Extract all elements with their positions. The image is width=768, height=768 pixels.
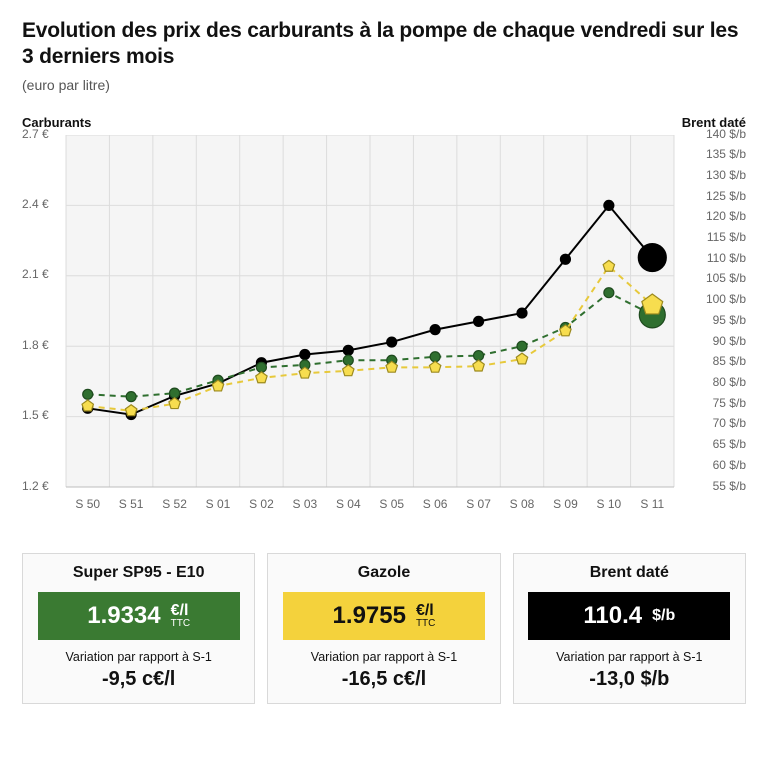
summary-card: Gazole 1.9755 €/lTTC Variation par rapport … xyxy=(267,553,500,704)
y-left-tick: 2.4 € xyxy=(22,197,49,211)
page-subtitle: (euro par litre) xyxy=(22,77,746,93)
price-value: 1.9755 xyxy=(333,602,406,630)
variation-label: Variation par rapport à S-1 xyxy=(29,650,248,664)
y-right-tick: 100 $/b xyxy=(706,292,746,306)
price-unit: €/lTTC xyxy=(416,603,435,629)
card-title: Gazole xyxy=(274,564,493,582)
x-tick: S 52 xyxy=(162,497,187,511)
chart-area: Carburants Brent daté 1.2 €1.5 €1.8 €2.1… xyxy=(22,115,746,545)
x-tick: S 03 xyxy=(293,497,318,511)
price-unit: €/lTTC xyxy=(171,603,190,629)
summary-cards: Super SP95 - E10 1.9334 €/lTTC Variation pa… xyxy=(22,553,746,704)
y-right-tick: 85 $/b xyxy=(713,354,746,368)
price-unit: $/b xyxy=(652,608,675,624)
summary-card: Brent daté 110.4 $/b Variation par rapport … xyxy=(513,553,746,704)
y-right-tick: 95 $/b xyxy=(713,313,746,327)
y-right-tick: 105 $/b xyxy=(706,271,746,285)
y-left-tick: 2.7 € xyxy=(22,127,49,141)
chart-svg xyxy=(22,135,746,541)
y-right-tick: 55 $/b xyxy=(713,479,746,493)
y-right-tick: 120 $/b xyxy=(706,209,746,223)
y-left-tick: 1.8 € xyxy=(22,338,49,352)
price-box: 1.9334 €/lTTC xyxy=(38,592,240,640)
x-tick: S 50 xyxy=(75,497,100,511)
x-tick: S 09 xyxy=(553,497,578,511)
price-box: 110.4 $/b xyxy=(528,592,730,640)
card-title: Brent daté xyxy=(520,564,739,582)
variation-value: -9,5 c€/l xyxy=(29,668,248,691)
price-value: 1.9334 xyxy=(87,602,160,630)
x-tick: S 05 xyxy=(379,497,404,511)
variation-value: -16,5 c€/l xyxy=(274,668,493,691)
y-right-tick: 75 $/b xyxy=(713,396,746,410)
y-left-tick: 1.2 € xyxy=(22,479,49,493)
y-right-tick: 115 $/b xyxy=(707,230,746,244)
y-right-tick: 110 $/b xyxy=(707,251,746,265)
y-right-tick: 130 $/b xyxy=(706,168,746,182)
x-tick: S 10 xyxy=(597,497,622,511)
x-tick: S 06 xyxy=(423,497,448,511)
variation-label: Variation par rapport à S-1 xyxy=(274,650,493,664)
y-right-tick: 70 $/b xyxy=(713,416,746,430)
price-box: 1.9755 €/lTTC xyxy=(283,592,485,640)
variation-value: -13,0 $/b xyxy=(520,668,739,691)
y-right-tick: 125 $/b xyxy=(706,189,746,203)
x-tick: S 02 xyxy=(249,497,274,511)
y-right-tick: 140 $/b xyxy=(706,127,746,141)
x-tick: S 11 xyxy=(640,497,664,511)
summary-card: Super SP95 - E10 1.9334 €/lTTC Variation pa… xyxy=(22,553,255,704)
y-right-tick: 65 $/b xyxy=(713,437,746,451)
card-title: Super SP95 - E10 xyxy=(29,564,248,582)
y-left-tick: 1.5 € xyxy=(22,408,49,422)
x-tick: S 51 xyxy=(119,497,144,511)
y-right-tick: 90 $/b xyxy=(713,334,746,348)
y-right-tick: 135 $/b xyxy=(706,147,746,161)
page-title: Evolution des prix des carburants à la p… xyxy=(22,18,746,71)
y-right-tick: 80 $/b xyxy=(713,375,746,389)
price-value: 110.4 xyxy=(583,602,642,630)
x-tick: S 04 xyxy=(336,497,361,511)
x-tick: S 07 xyxy=(466,497,491,511)
y-left-tick: 2.1 € xyxy=(22,267,49,281)
y-right-tick: 60 $/b xyxy=(713,458,746,472)
x-tick: S 01 xyxy=(206,497,231,511)
x-tick: S 08 xyxy=(510,497,535,511)
variation-label: Variation par rapport à S-1 xyxy=(520,650,739,664)
